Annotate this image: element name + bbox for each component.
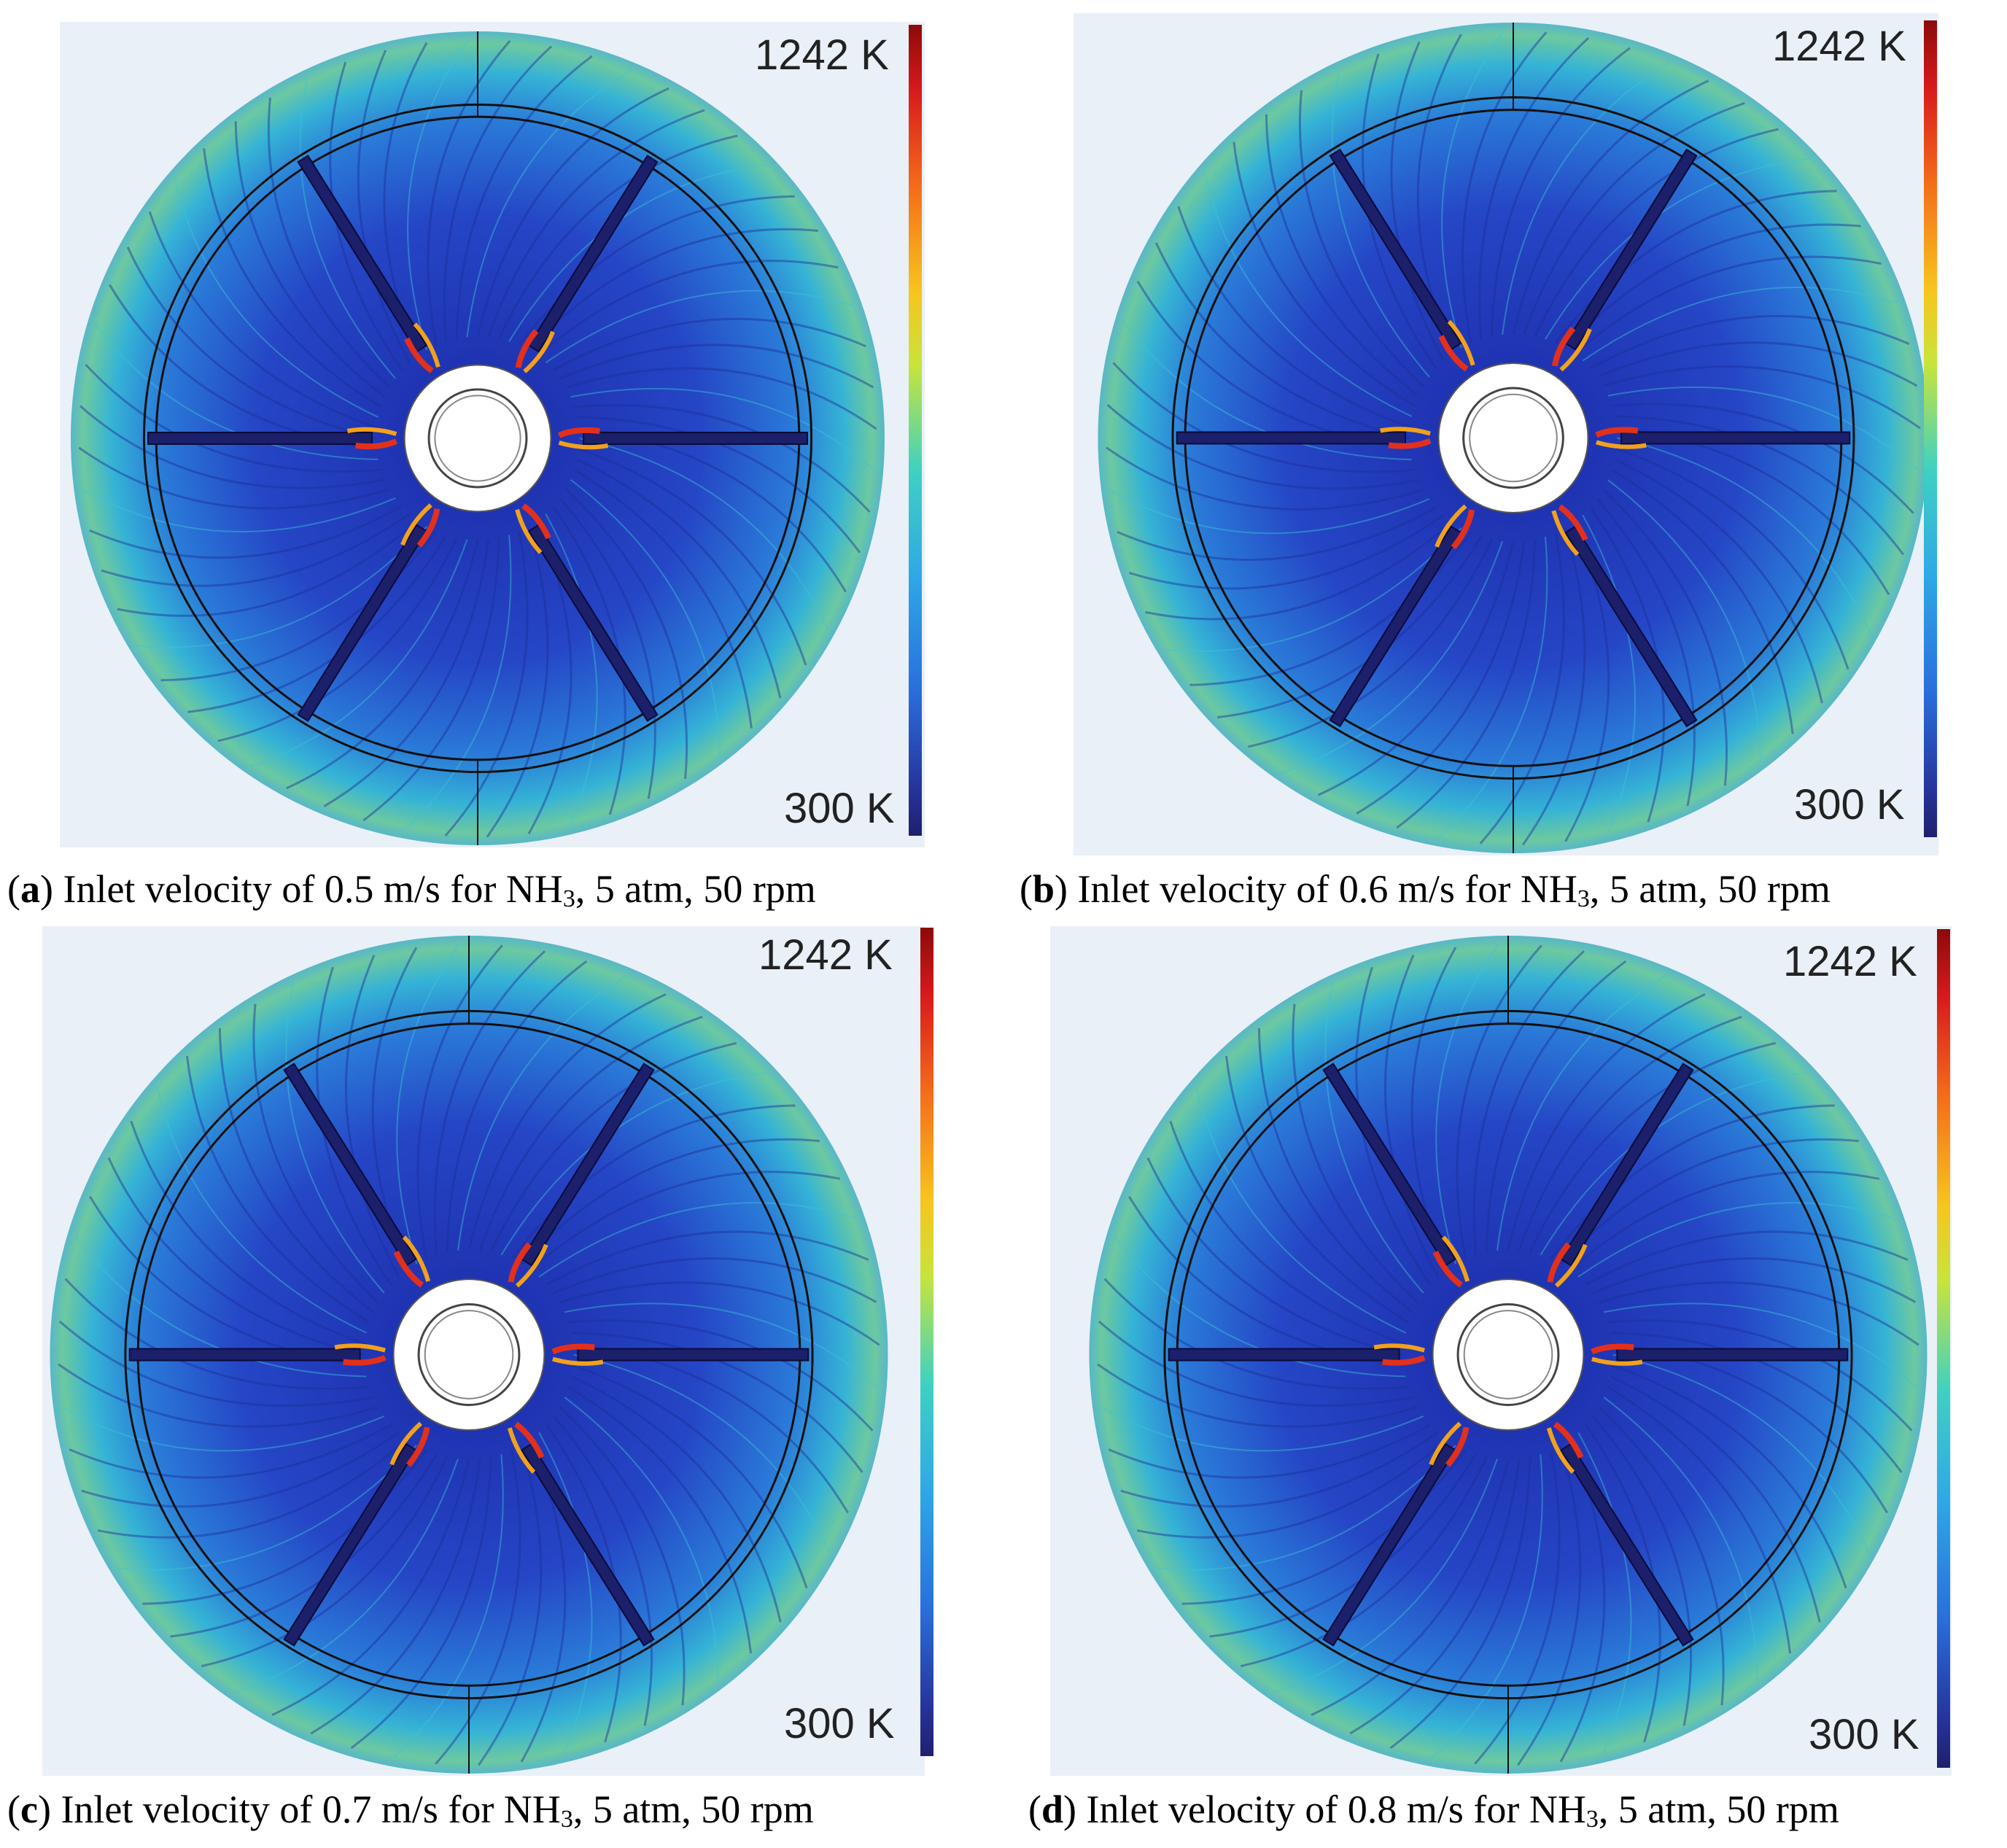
colorbar-max-label-b: 1242 K [1772, 23, 1906, 70]
reactor-cross-section-b [1098, 23, 1929, 853]
caption-a: (a) Inlet velocity of 0.5 m/s for NH3, 5… [7, 867, 816, 912]
caption-c: (c) Inlet velocity of 0.7 m/s for NH3, 5… [7, 1787, 814, 1833]
colorbar-max-label-c: 1242 K [758, 931, 893, 979]
colorbar-d [1937, 929, 1950, 1768]
temperature-plot-d [1050, 926, 1952, 1776]
reactor-cross-section-c [50, 936, 888, 1774]
colorbar-c [920, 928, 933, 1756]
reactor-cross-section-a [71, 31, 885, 845]
colorbar-max-label-a: 1242 K [755, 31, 889, 79]
reactor-cross-section-d [1089, 936, 1928, 1774]
colorbar-a [909, 25, 922, 836]
caption-b: (b) Inlet velocity of 0.6 m/s for NH3, 5… [1020, 867, 1831, 912]
colorbar-min-label-d: 300 K [1809, 1711, 1919, 1758]
temperature-plot-b [1074, 13, 1938, 855]
colorbar-max-label-d: 1242 K [1783, 938, 1917, 985]
caption-d: (d) Inlet velocity of 0.8 m/s for NH3, 5… [1028, 1787, 1839, 1833]
colorbar-min-label-b: 300 K [1794, 781, 1905, 828]
temperature-plot-c [42, 926, 925, 1776]
colorbar-b [1924, 20, 1937, 837]
temperature-plot-a [60, 22, 925, 847]
colorbar-min-label-a: 300 K [784, 785, 895, 832]
colorbar-min-label-c: 300 K [784, 1700, 895, 1747]
